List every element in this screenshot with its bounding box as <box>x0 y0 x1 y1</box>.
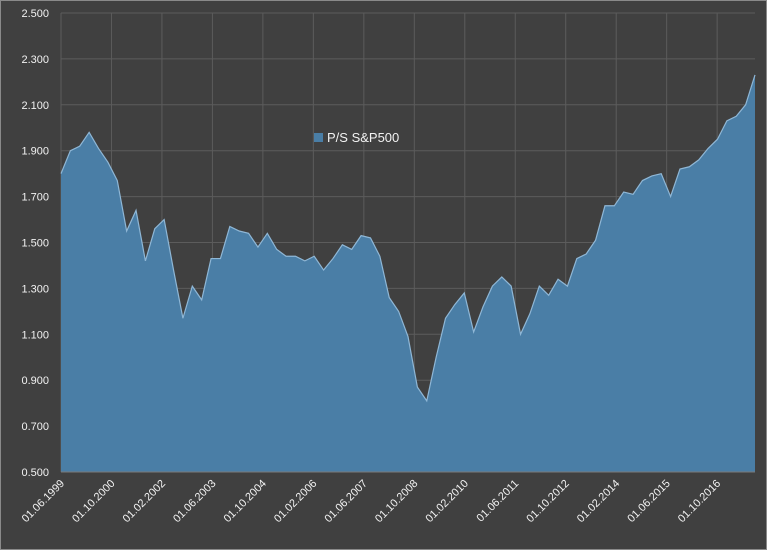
y-tick-label: 0.700 <box>21 421 49 433</box>
legend-label: P/S S&P500 <box>327 130 399 145</box>
x-tick-label: 01.02.2006 <box>272 478 319 525</box>
y-tick-label: 2.500 <box>21 8 49 20</box>
y-axis: 0.500 0.700 0.900 1.100 1.300 1.500 1.700 1.900… <box>21 8 49 479</box>
x-tick-label: 01.06.2011 <box>475 478 522 525</box>
x-tick-label: 01.06.2015 <box>625 478 672 525</box>
y-tick-label: 2.100 <box>21 100 49 112</box>
x-tick-label: 01.10.2008 <box>373 478 420 525</box>
area-fill <box>61 74 755 472</box>
y-tick-label: 1.300 <box>21 283 49 295</box>
x-tick-label: 01.10.2004 <box>222 478 269 525</box>
series-area-ps-sp500 <box>60 74 756 472</box>
x-tick-label: 01.06.1999 <box>20 478 67 525</box>
x-tick-label: 01.10.2000 <box>70 478 117 525</box>
x-axis: 01.06.1999 01.10.2000 01.02.2002 01.06.2003… <box>20 471 755 525</box>
area-line <box>60 74 756 403</box>
legend: P/S S&P500 <box>314 130 399 145</box>
x-tick-label: 01.06.2003 <box>171 478 218 525</box>
x-tick-label: 01.10.2012 <box>524 478 571 525</box>
y-tick-label: 1.700 <box>21 192 49 204</box>
y-tick-label: 2.300 <box>21 54 49 66</box>
y-tick-label: 1.500 <box>21 238 49 250</box>
y-tick-label: 0.500 <box>21 467 49 479</box>
y-tick-label: 1.900 <box>21 146 49 158</box>
x-tick-label: 01.10.2016 <box>676 478 723 525</box>
x-tick-label: 01.02.2014 <box>575 478 622 525</box>
y-tick-label: 1.100 <box>21 329 49 341</box>
legend-swatch <box>314 133 323 142</box>
x-tick-label: 01.02.2010 <box>423 478 470 525</box>
x-tick-label: 01.06.2007 <box>323 478 370 525</box>
x-tick-label: 01.02.2002 <box>121 478 168 525</box>
y-tick-label: 0.900 <box>21 375 49 387</box>
